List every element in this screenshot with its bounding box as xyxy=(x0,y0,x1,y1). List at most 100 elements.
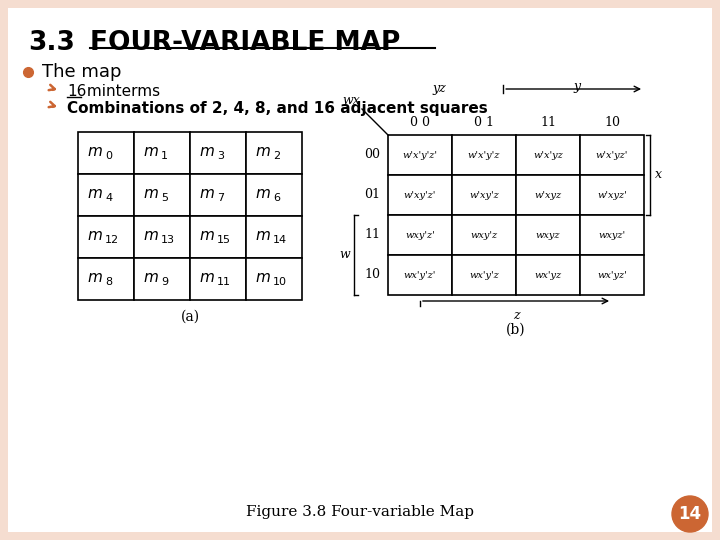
Bar xyxy=(452,255,516,295)
Bar xyxy=(246,258,302,300)
Text: 2: 2 xyxy=(273,151,280,161)
Bar xyxy=(134,216,190,258)
Text: w'x'yz: w'x'yz xyxy=(533,151,563,159)
Text: 00: 00 xyxy=(364,148,380,161)
Text: 0: 0 xyxy=(105,151,112,161)
Text: wxyz: wxyz xyxy=(536,231,560,240)
Text: w'xyz: w'xyz xyxy=(534,191,562,199)
Text: wx: wx xyxy=(342,94,360,107)
Text: $m$: $m$ xyxy=(255,271,271,286)
Bar xyxy=(246,132,302,174)
Bar xyxy=(388,215,452,255)
Text: (b): (b) xyxy=(506,323,526,337)
Bar xyxy=(78,174,134,216)
Text: Combinations of 2, 4, 8, and 16 adjacent squares: Combinations of 2, 4, 8, and 16 adjacent… xyxy=(67,100,487,116)
Text: 3: 3 xyxy=(217,151,224,161)
Bar xyxy=(580,215,644,255)
Text: 13: 13 xyxy=(161,235,175,245)
Text: $m$: $m$ xyxy=(87,228,103,244)
Text: wxy'z': wxy'z' xyxy=(405,231,435,240)
Text: wx'y'z': wx'y'z' xyxy=(404,271,436,280)
Bar xyxy=(516,255,580,295)
Text: $m$: $m$ xyxy=(199,228,215,244)
Text: 7: 7 xyxy=(217,193,224,203)
Text: 5: 5 xyxy=(161,193,168,203)
Bar xyxy=(190,258,246,300)
Bar xyxy=(516,135,580,175)
Text: w'x'y'z': w'x'y'z' xyxy=(402,151,438,159)
Text: w'x'y'z: w'x'y'z xyxy=(468,151,500,159)
Text: 14: 14 xyxy=(678,505,701,523)
Circle shape xyxy=(672,496,708,532)
Text: 11: 11 xyxy=(364,228,380,241)
Text: w'x'yz': w'x'yz' xyxy=(596,151,628,159)
Bar xyxy=(516,175,580,215)
Bar xyxy=(78,216,134,258)
Text: 14: 14 xyxy=(273,235,287,245)
Text: w'xyz': w'xyz' xyxy=(597,191,627,199)
Text: FOUR-VARIABLE MAP: FOUR-VARIABLE MAP xyxy=(90,30,400,56)
Text: $m$: $m$ xyxy=(199,186,215,201)
Text: $m$: $m$ xyxy=(255,145,271,159)
Bar xyxy=(246,174,302,216)
Text: 15: 15 xyxy=(217,235,231,245)
Bar xyxy=(452,175,516,215)
Bar xyxy=(452,135,516,175)
Text: w'xy'z': w'xy'z' xyxy=(404,191,436,199)
Text: minterms: minterms xyxy=(82,84,160,98)
Bar xyxy=(78,258,134,300)
Text: 6: 6 xyxy=(273,193,280,203)
Bar xyxy=(246,216,302,258)
Text: wx'yz: wx'yz xyxy=(534,271,562,280)
Bar xyxy=(580,175,644,215)
Bar xyxy=(388,255,452,295)
Text: w'xy'z: w'xy'z xyxy=(469,191,499,199)
Text: 16: 16 xyxy=(67,84,86,98)
Bar xyxy=(134,258,190,300)
Text: $m$: $m$ xyxy=(87,186,103,201)
Text: The map: The map xyxy=(42,63,122,81)
Text: 1: 1 xyxy=(161,151,168,161)
Text: $m$: $m$ xyxy=(143,186,159,201)
Text: $m$: $m$ xyxy=(143,228,159,244)
Bar xyxy=(190,216,246,258)
Text: 01: 01 xyxy=(364,188,380,201)
Text: $m$: $m$ xyxy=(199,271,215,286)
Text: 0 1: 0 1 xyxy=(474,116,494,129)
Bar xyxy=(580,135,644,175)
Text: 0 0: 0 0 xyxy=(410,116,430,129)
Bar xyxy=(134,132,190,174)
Bar xyxy=(516,215,580,255)
Text: z: z xyxy=(513,309,519,322)
Text: $m$: $m$ xyxy=(87,145,103,159)
Text: wx'yz': wx'yz' xyxy=(597,271,627,280)
Bar xyxy=(580,255,644,295)
Text: wxy'z: wxy'z xyxy=(470,231,498,240)
Text: w: w xyxy=(339,248,350,261)
Text: 10: 10 xyxy=(273,277,287,287)
Bar xyxy=(134,174,190,216)
Text: (a): (a) xyxy=(181,310,199,324)
Bar xyxy=(452,215,516,255)
Bar xyxy=(190,132,246,174)
Bar xyxy=(388,135,452,175)
Text: wxyz': wxyz' xyxy=(598,231,626,240)
Text: 11: 11 xyxy=(217,277,231,287)
Text: $m$: $m$ xyxy=(87,271,103,286)
Bar xyxy=(190,174,246,216)
Text: $m$: $m$ xyxy=(143,145,159,159)
Text: 3.3: 3.3 xyxy=(28,30,75,56)
Bar xyxy=(388,175,452,215)
Text: 10: 10 xyxy=(604,116,620,129)
Text: Figure 3.8 Four-variable Map: Figure 3.8 Four-variable Map xyxy=(246,505,474,519)
Text: 12: 12 xyxy=(105,235,119,245)
Text: x: x xyxy=(655,168,662,181)
Text: yz: yz xyxy=(432,82,446,95)
Text: 4: 4 xyxy=(105,193,112,203)
Text: $m$: $m$ xyxy=(199,145,215,159)
Text: 10: 10 xyxy=(364,268,380,281)
Text: $m$: $m$ xyxy=(143,271,159,286)
Text: 8: 8 xyxy=(105,277,112,287)
Text: y: y xyxy=(574,80,581,93)
Bar xyxy=(78,132,134,174)
